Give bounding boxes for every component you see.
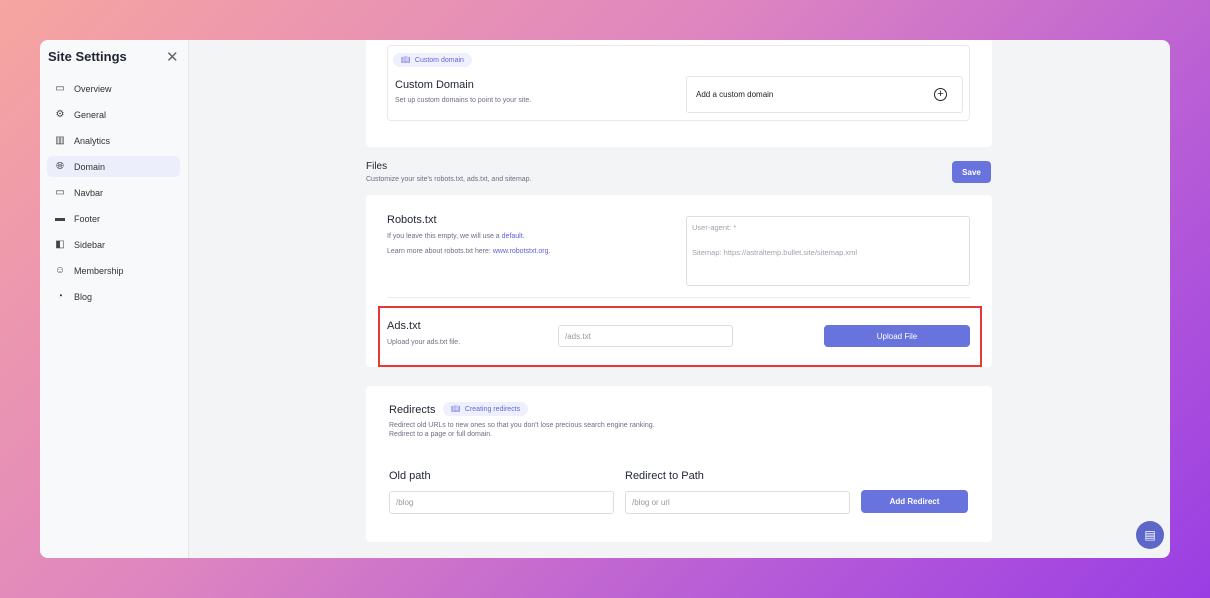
sidebar-item-general[interactable]: ⚙ General — [47, 104, 180, 125]
chat-support-button[interactable]: ▤ — [1136, 521, 1164, 549]
monitor-icon: ▭ — [55, 187, 65, 198]
pill-label: Custom domain — [414, 56, 464, 64]
add-custom-domain-label: Add a custom domain — [696, 90, 774, 99]
plus-circle-icon: + — [934, 88, 947, 101]
files-card: Robots.txt If you leave this empty, we w… — [366, 195, 992, 367]
bar-chart-icon: ▥ — [55, 135, 65, 146]
divider — [387, 297, 970, 298]
users-icon: ☺ — [54, 265, 66, 276]
creating-redirects-doc-link[interactable]: 📖︎ Creating redirects — [443, 402, 529, 416]
robots-placeholder-line: Sitemap: https://astraltemp.bullet.site/… — [692, 248, 858, 257]
blog-icon: ◔ — [56, 291, 64, 302]
sidebar-item-membership[interactable]: ☺ Membership — [47, 260, 180, 281]
sidebar-item-label: Sidebar — [74, 239, 106, 250]
sidebar: Site Settings ✕ ▭ Overview ⚙ General ▥ Anal… — [40, 40, 189, 558]
text: . — [522, 233, 525, 240]
robots-textarea[interactable]: User-agent: * Sitemap: https://astraltem… — [686, 216, 970, 286]
ads-path-input[interactable]: /ads.txt — [558, 325, 733, 347]
robots-default-note: If you leave this empty, we will use a d… — [387, 233, 525, 240]
robots-learn-more: Learn more about robots.txt here: www.ro… — [387, 248, 550, 255]
globe-icon: 🌐︎ — [56, 161, 64, 172]
add-redirect-button[interactable]: Add Redirect — [861, 490, 968, 513]
custom-domain-box: 📖︎ Custom domain Custom Domain Set up cus… — [387, 45, 970, 121]
sidebar-item-label: Blog — [74, 291, 93, 302]
ads-desc: Upload your ads.txt file. — [387, 339, 461, 346]
sidebar-item-label: Overview — [74, 83, 112, 94]
site-settings-window: Site Settings ✕ ▭ Overview ⚙ General ▥ Anal… — [40, 40, 1170, 558]
chat-icon: ▤ — [1144, 528, 1156, 542]
save-button[interactable]: Save — [952, 161, 991, 183]
robots-placeholder-line: User-agent: * — [692, 223, 737, 232]
redirects-title: Redirects — [389, 404, 436, 416]
old-path-input[interactable]: /blog — [389, 491, 614, 514]
redirects-desc-1: Redirect old URLs to new ones so that yo… — [389, 422, 655, 429]
custom-domain-card: 📖︎ Custom domain Custom Domain Set up cus… — [366, 40, 992, 147]
upload-file-button[interactable]: Upload File — [824, 325, 970, 347]
custom-domain-desc: Set up custom domains to point to your s… — [395, 97, 532, 104]
old-path-label: Old path — [389, 470, 431, 482]
sidebar-item-label: General — [74, 109, 107, 120]
redirect-to-input[interactable]: /blog or url — [625, 491, 850, 514]
sidebar-item-navbar[interactable]: ▭ Navbar — [47, 182, 180, 203]
default-link[interactable]: default — [501, 233, 523, 240]
text: Learn more about robots.txt here: — [387, 248, 493, 255]
close-icon[interactable]: ✕ — [166, 49, 179, 66]
text: . — [548, 248, 551, 255]
sidebar-icon: ◧ — [55, 239, 65, 250]
text: If you leave this empty, we will use a — [387, 233, 502, 240]
sidebar-item-domain[interactable]: 🌐︎ Domain — [47, 156, 180, 177]
sidebar-item-sidebar[interactable]: ◧ Sidebar — [47, 234, 180, 255]
pill-label: Creating redirects — [464, 405, 521, 413]
sidebar-item-blog[interactable]: ◔ Blog — [47, 286, 180, 307]
sidebar-title: Site Settings — [48, 49, 127, 64]
sidebar-item-label: Domain — [74, 161, 106, 172]
redirects-desc-2: Redirect to a page or full domain. — [389, 431, 493, 438]
files-desc: Customize your site's robots.txt, ads.tx… — [366, 176, 532, 183]
redirect-to-label: Redirect to Path — [625, 470, 704, 482]
ads-title: Ads.txt — [387, 320, 421, 332]
book-icon: 📖︎ — [401, 57, 410, 64]
sidebar-item-label: Membership — [74, 265, 124, 276]
gear-icon: ⚙ — [55, 109, 65, 120]
ads-highlight-box — [378, 306, 982, 367]
book-icon: 📖︎ — [451, 406, 460, 413]
custom-domain-title: Custom Domain — [395, 79, 474, 91]
add-custom-domain-button[interactable]: Add a custom domain + — [686, 76, 963, 113]
sidebar-item-label: Analytics — [74, 135, 111, 146]
footer-icon: ▬ — [55, 213, 65, 224]
files-title: Files — [366, 161, 388, 172]
sidebar-item-overview[interactable]: ▭ Overview — [47, 78, 180, 99]
sidebar-item-label: Navbar — [74, 187, 104, 198]
redirects-card: Redirects 📖︎ Creating redirects Redirect … — [366, 386, 992, 542]
sidebar-item-label: Footer — [74, 213, 101, 224]
custom-domain-doc-link[interactable]: 📖︎ Custom domain — [393, 53, 472, 67]
robots-title: Robots.txt — [387, 214, 437, 226]
sidebar-item-analytics[interactable]: ▥ Analytics — [47, 130, 180, 151]
robotstxt-link[interactable]: www.robotstxt.org — [492, 248, 549, 255]
presentation-icon: ▭ — [55, 83, 65, 94]
sidebar-item-footer[interactable]: ▬ Footer — [47, 208, 180, 229]
